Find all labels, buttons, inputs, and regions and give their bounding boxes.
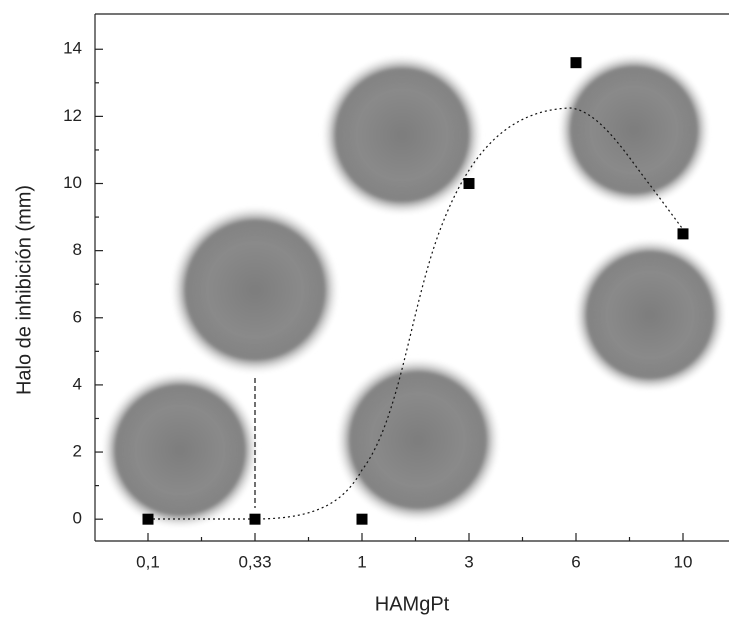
- y-tick-label: 8: [73, 240, 82, 259]
- y-tick-label: 6: [73, 307, 82, 326]
- chart: Halo de inhibición (mm) HAMgPt 0 2 4 6 8 10 12…: [0, 0, 729, 617]
- y-tick-label: 10: [63, 173, 82, 192]
- sem-image: [100, 370, 260, 530]
- marker: [464, 178, 475, 189]
- x-tick-label: 3: [464, 552, 473, 571]
- marker: [357, 514, 368, 525]
- x-tick-label: 0,33: [238, 552, 271, 571]
- page: Halo de inhibición (mm) HAMgPt 0 2 4 6 8 10 12…: [0, 0, 729, 617]
- sem-image: [169, 204, 341, 376]
- marker: [678, 228, 689, 239]
- y-tick-label: 14: [63, 39, 82, 58]
- marker: [250, 514, 261, 525]
- x-tick-label: 1: [357, 552, 366, 571]
- x-tick-label: 0,1: [136, 552, 160, 571]
- x-tick-label: 6: [571, 552, 580, 571]
- y-tick-label: 2: [73, 442, 82, 461]
- sem-image: [334, 356, 502, 524]
- sem-images: [100, 52, 728, 530]
- y-tick-label: 12: [63, 106, 82, 125]
- marker: [143, 514, 154, 525]
- y-axis-title: Halo de inhibición (mm): [13, 185, 35, 395]
- sem-image: [572, 237, 728, 393]
- sem-image: [320, 53, 484, 217]
- sem-image: [556, 52, 712, 208]
- y-tick-label: 0: [73, 509, 82, 528]
- x-axis-title: HAMgPt: [375, 593, 450, 615]
- y-tick-label: 4: [73, 374, 82, 393]
- x-tick-label: 10: [674, 552, 693, 571]
- marker: [571, 57, 582, 68]
